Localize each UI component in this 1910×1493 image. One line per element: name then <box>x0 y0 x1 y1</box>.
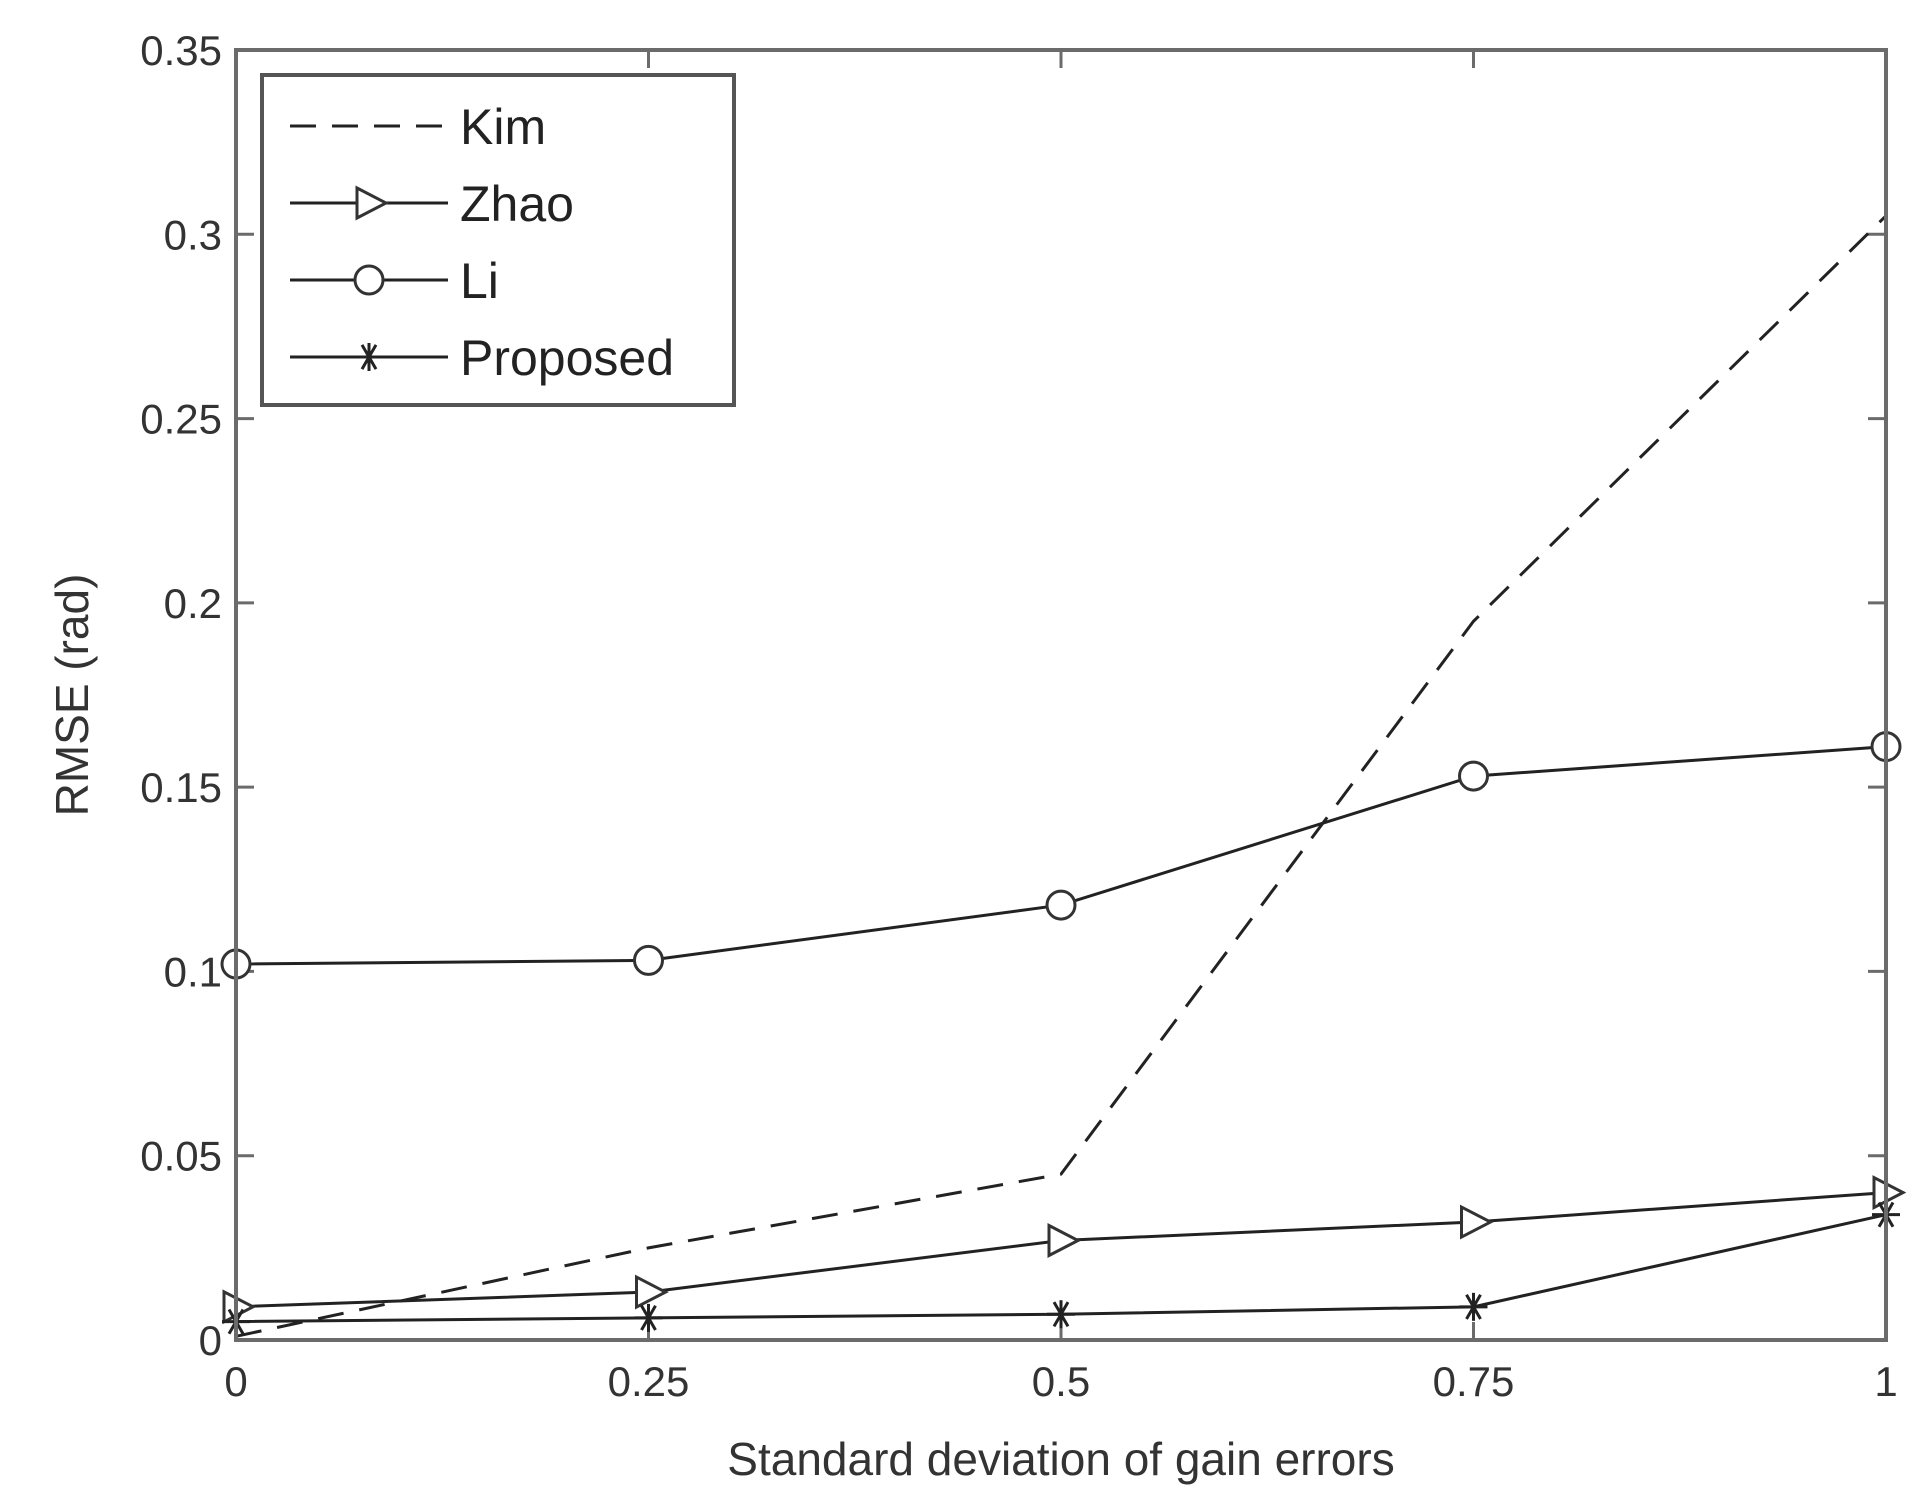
legend-marker-zhao <box>355 185 390 221</box>
y-tick-label: 0.1 <box>164 948 222 995</box>
data-point-li <box>1045 889 1077 921</box>
x-tick-label: 1 <box>1874 1358 1897 1405</box>
y-tick-label: 0.05 <box>140 1133 222 1180</box>
x-tick-label: 0.75 <box>1433 1358 1515 1405</box>
y-axis-label: RMSE (rad) <box>46 574 98 817</box>
data-point-zhao <box>1047 1223 1082 1258</box>
axes-frame <box>234 48 1888 1342</box>
legend: Kim Zhao Li Proposed <box>260 73 736 407</box>
legend-box <box>260 73 736 407</box>
tick-labels: 0 0.25 0.5 0.75 1 0 0.05 0.1 0.15 0.2 0.25 0.3 0.35 <box>140 27 1897 1405</box>
data-point-li <box>633 944 664 976</box>
legend-marker-proposed <box>355 343 383 371</box>
y-tick-label: 0.15 <box>140 764 222 811</box>
data-point-zhao <box>1872 1175 1907 1211</box>
series-line-kim <box>235 214 1888 1338</box>
data-point-zhao <box>1460 1204 1494 1240</box>
data-point-zhao <box>635 1274 669 1310</box>
legend-marker-li <box>353 264 385 296</box>
legend-label-zhao: Zhao <box>460 176 574 232</box>
legend-label-li: Li <box>460 253 499 309</box>
x-tick-label: 0.5 <box>1032 1358 1090 1405</box>
y-tick-label: 0.25 <box>140 396 222 443</box>
data-point-proposed <box>1047 1300 1075 1329</box>
y-tick-label: 0.3 <box>164 211 222 258</box>
legend-label-kim: Kim <box>460 99 546 155</box>
legend-label-proposed: Proposed <box>460 330 674 386</box>
x-tick-label: 0.25 <box>608 1358 690 1405</box>
x-axis-label: Standard deviation of gain errors <box>727 1433 1394 1485</box>
data-point-proposed <box>1459 1292 1488 1321</box>
x-tick-label: 0 <box>224 1358 247 1405</box>
y-tick-label: 0 <box>199 1317 222 1364</box>
y-tick-label: 0.2 <box>164 580 222 627</box>
data-point-proposed <box>634 1303 663 1332</box>
y-tick-label: 0.35 <box>140 27 222 74</box>
series-line-li <box>235 745 1887 966</box>
data-point-li <box>1458 760 1489 792</box>
